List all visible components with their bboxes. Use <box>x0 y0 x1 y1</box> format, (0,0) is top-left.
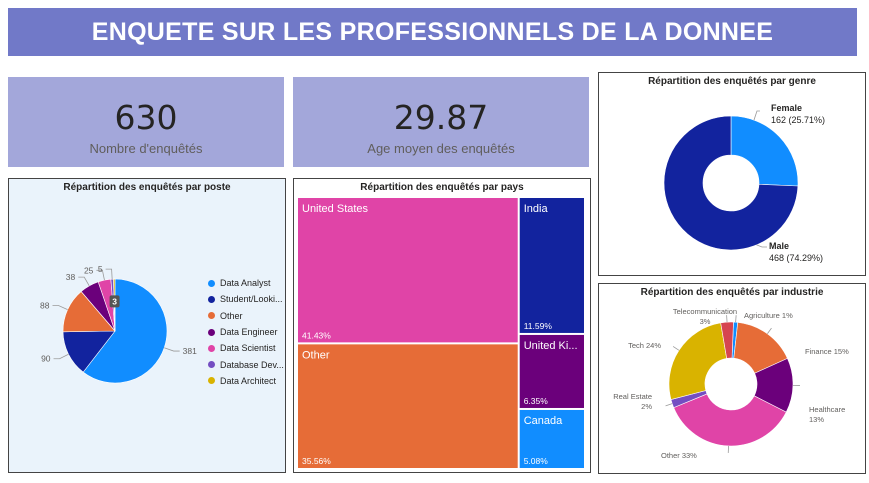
kpi-label-age: Age moyen des enquêtés <box>367 141 515 156</box>
treemap-category-label: Other <box>302 349 330 361</box>
treemap-value-label: 11.59% <box>524 321 553 331</box>
leader-line <box>735 315 737 323</box>
legend-label: Data Architect <box>220 375 277 386</box>
industry-data-label: 2% <box>641 402 652 411</box>
treemap-cell-2[interactable] <box>519 198 584 333</box>
data-label: 90 <box>41 354 51 364</box>
chart-poste-panel[interactable]: Répartition des enquêtés par poste 381 90… <box>8 178 286 473</box>
leader-line <box>672 346 680 351</box>
industry-data-label: 3% <box>700 317 711 326</box>
data-label: 88 <box>40 301 50 311</box>
legend-item[interactable]: Other <box>208 308 284 324</box>
industry-data-label: Finance 15% <box>805 347 849 356</box>
industry-data-label: Healthcare <box>809 405 845 414</box>
data-label: 5 <box>98 264 103 274</box>
data-label-bg <box>109 295 120 308</box>
leader-line <box>96 269 105 281</box>
pie-slice-0[interactable] <box>82 278 168 384</box>
chart-industrie-panel[interactable]: Répartition des enquêtés par industrie A… <box>598 283 866 474</box>
legend-label: Data Scientist <box>220 343 276 354</box>
legend-label: Database Dev... <box>220 359 284 370</box>
treemap-cell-4[interactable] <box>519 409 584 468</box>
leader-line <box>756 244 767 248</box>
chart-genre-svg: Female 162 (25.71%) Male 468 (74.29%) <box>663 103 825 263</box>
donut-value-label: 468 (74.29%) <box>769 253 823 263</box>
leader-line <box>53 353 69 360</box>
chart-pays-panel[interactable]: Répartition des enquêtés par pays United… <box>293 178 591 473</box>
data-label: 38 <box>66 272 76 282</box>
leader-line <box>105 268 113 280</box>
donut-slice-5[interactable] <box>668 322 728 400</box>
legend-label: Data Analyst <box>220 278 271 289</box>
donut-slice-6[interactable] <box>720 321 734 359</box>
kpi-value-count: 630 <box>114 98 178 137</box>
treemap-category-label: United States <box>302 203 369 215</box>
leader-line <box>767 327 772 335</box>
legend-label: Student/Looki... <box>220 294 283 305</box>
legend-dot-icon <box>208 344 215 352</box>
kpi-value-age: 29.87 <box>393 98 489 137</box>
legend-dot-icon <box>208 279 215 287</box>
donut-category-label: Male <box>769 241 789 251</box>
legend-item[interactable]: Database Dev... <box>208 356 284 372</box>
treemap-category-label: Canada <box>524 415 563 427</box>
leader-line <box>52 305 68 310</box>
data-label: 3 <box>112 296 117 306</box>
chart-industrie-title: Répartition des enquêtés par industrie <box>640 287 824 298</box>
donut-slice-0[interactable] <box>730 115 799 187</box>
donut-value-label: 162 (25.71%) <box>771 115 825 125</box>
data-label: 25 <box>84 265 94 275</box>
treemap-category-label: India <box>524 203 549 215</box>
legend-dot-icon <box>208 361 215 369</box>
legend-dot-icon <box>208 328 215 336</box>
chart-poste-title: Répartition des enquêtés par poste <box>63 182 231 193</box>
treemap-cell-0[interactable] <box>298 198 518 343</box>
legend-dot-icon <box>208 377 215 385</box>
industry-data-label: Tech 24% <box>628 341 661 350</box>
legend-label: Other <box>220 310 243 321</box>
leader-line <box>164 347 180 352</box>
chart-genre-title: Répartition des enquêtés par genre <box>648 76 816 87</box>
kpi-card-age[interactable]: 29.87 Age moyen des enquêtés <box>293 77 589 167</box>
leader-line <box>78 276 90 287</box>
legend-item[interactable]: Data Scientist <box>208 340 284 356</box>
legend-item[interactable]: Data Engineer <box>208 324 284 340</box>
donut-slice-3[interactable] <box>673 393 787 447</box>
treemap-value-label: 6.35% <box>524 396 549 406</box>
industry-data-label: Other 33% <box>661 451 697 460</box>
kpi-card-count[interactable]: 630 Nombre d'enquêtés <box>8 77 284 167</box>
leader-line <box>665 403 673 407</box>
treemap-value-label: 35.56% <box>302 456 331 466</box>
page-title: ENQUETE SUR LES PROFESSIONNELS DE LA DON… <box>91 17 774 46</box>
title-banner: ENQUETE SUR LES PROFESSIONNELS DE LA DON… <box>8 8 857 56</box>
treemap-category-label: United Ki... <box>524 340 578 352</box>
industry-data-label: Telecommunication <box>673 307 737 316</box>
industry-data-label: 13% <box>809 415 824 424</box>
chart-poste-legend[interactable]: Data Analyst Student/Looki... Other Data En… <box>208 275 284 389</box>
legend-item[interactable]: Data Architect <box>208 373 284 389</box>
industry-data-label: Agriculture 1% <box>744 311 793 320</box>
chart-pays-svg: United States 41.43% Other 35.56% India 11.59… <box>298 198 584 468</box>
legend-dot-icon <box>208 295 215 303</box>
chart-poste-svg: 381 90 88 38 25 5 3 <box>40 264 197 384</box>
legend-dot-icon <box>208 312 215 320</box>
chart-pays-title: Répartition des enquêtés par pays <box>360 182 524 193</box>
data-label: 381 <box>183 346 197 356</box>
industry-data-label: Real Estate <box>613 392 652 401</box>
chart-genre-panel[interactable]: Répartition des enquêtés par genre Femal… <box>598 72 866 276</box>
donut-slice-1[interactable] <box>663 115 799 251</box>
legend-item[interactable]: Student/Looki... <box>208 291 284 307</box>
kpi-label-count: Nombre d'enquêtés <box>89 141 203 156</box>
legend-label: Data Engineer <box>220 327 278 338</box>
treemap-cell-3[interactable] <box>519 334 584 408</box>
donut-category-label: Female <box>771 103 802 113</box>
treemap-value-label: 41.43% <box>302 330 331 340</box>
leader-line <box>753 110 760 121</box>
treemap-value-label: 5.08% <box>524 456 549 466</box>
treemap-cell-1[interactable] <box>298 344 518 468</box>
legend-item[interactable]: Data Analyst <box>208 275 284 291</box>
